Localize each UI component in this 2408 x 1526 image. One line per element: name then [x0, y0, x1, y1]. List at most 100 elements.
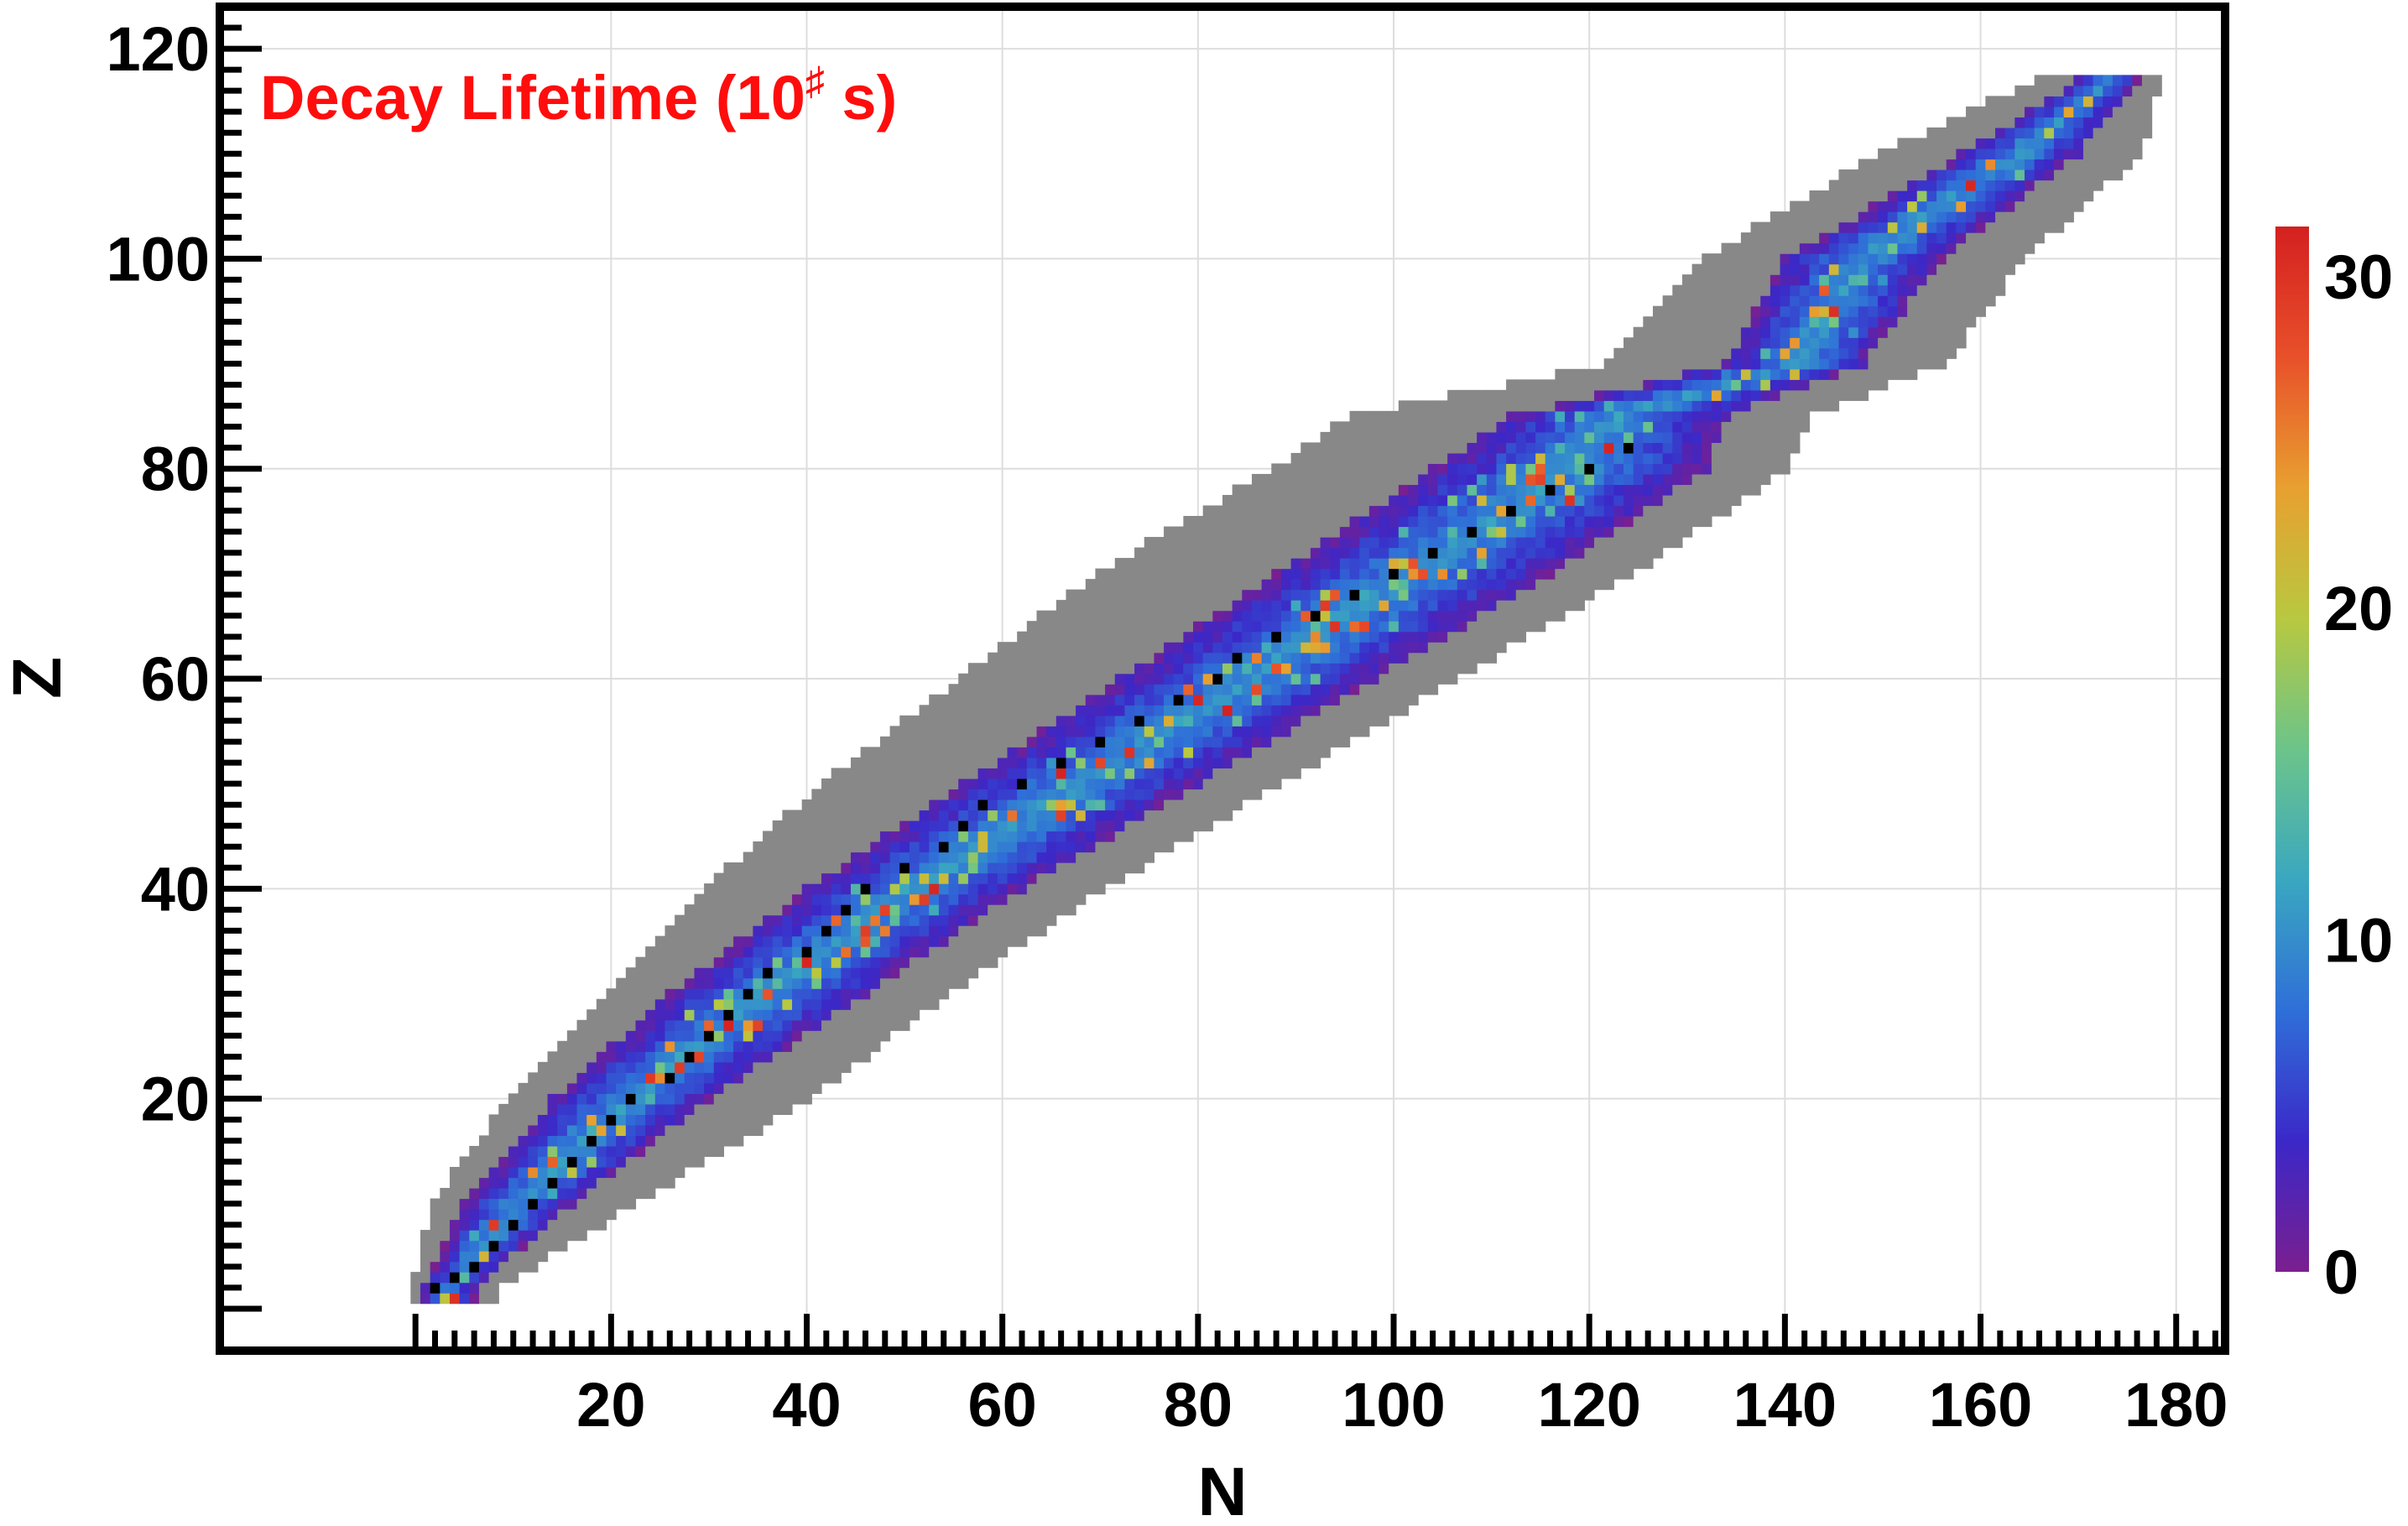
theory-nuclide-cell [420, 1272, 431, 1284]
known-nuclide-cell [1232, 715, 1243, 727]
known-nuclide-cell [1624, 431, 1634, 443]
known-nuclide-cell [1956, 211, 1967, 223]
known-nuclide-cell [675, 1114, 685, 1126]
theory-nuclide-cell [1691, 316, 1702, 328]
theory-nuclide-cell [1457, 652, 1468, 664]
known-nuclide-cell [694, 967, 705, 979]
theory-nuclide-cell [665, 1156, 675, 1168]
theory-nuclide-cell [1809, 400, 1820, 412]
known-nuclide-cell [1290, 579, 1301, 591]
known-nuclide-cell [1809, 295, 1820, 307]
known-nuclide-cell [1897, 211, 1908, 223]
theory-nuclide-cell [2093, 169, 2103, 181]
known-nuclide-cell [743, 1030, 753, 1042]
known-nuclide-cell [743, 946, 753, 958]
known-nuclide-cell [782, 935, 793, 947]
theory-nuclide-cell [665, 1166, 675, 1179]
known-nuclide-cell [1339, 589, 1351, 601]
known-nuclide-cell [1477, 526, 1488, 538]
theory-nuclide-cell [1134, 841, 1145, 853]
theory-nuclide-cell [1878, 337, 1889, 349]
theory-nuclide-cell [1887, 326, 1899, 338]
known-nuclide-cell [713, 1082, 725, 1094]
known-nuclide-cell [1535, 516, 1546, 528]
known-nuclide-cell [1339, 642, 1351, 654]
known-nuclide-cell [606, 1124, 617, 1137]
known-nuclide-cell [1457, 484, 1468, 496]
known-nuclide-cell [654, 1040, 666, 1052]
known-nuclide-cell [1702, 421, 1712, 433]
known-nuclide-cell [1858, 242, 1869, 254]
known-nuclide-cell [469, 1198, 480, 1210]
known-nuclide-cell [1506, 442, 1517, 454]
known-nuclide-cell [1154, 778, 1165, 790]
known-nuclide-cell [1711, 379, 1723, 391]
theory-nuclide-cell [557, 1230, 568, 1242]
known-nuclide-cell [2025, 106, 2035, 118]
known-nuclide-cell [625, 1061, 637, 1073]
known-nuclide-cell [1349, 516, 1360, 528]
known-nuclide-cell [1995, 159, 2006, 170]
theory-nuclide-cell [1790, 221, 1801, 233]
theory-nuclide-cell [1672, 494, 1683, 507]
theory-nuclide-cell [1349, 431, 1360, 443]
theory-nuclide-cell [1359, 473, 1370, 486]
theory-nuclide-cell [478, 1282, 490, 1294]
known-nuclide-cell [1280, 652, 1292, 664]
theory-nuclide-cell [1036, 684, 1047, 695]
known-nuclide-cell [1418, 473, 1429, 486]
theory-nuclide-cell [1819, 201, 1830, 212]
known-nuclide-cell [1477, 452, 1488, 465]
known-nuclide-cell [1437, 494, 1448, 507]
known-nuclide-cell [2063, 106, 2074, 118]
known-nuclide-cell [831, 956, 842, 968]
theory-nuclide-cell [1164, 579, 1175, 591]
theory-nuclide-cell [1271, 547, 1282, 559]
known-nuclide-cell [1506, 516, 1517, 528]
theory-nuclide-cell [459, 1156, 470, 1168]
known-nuclide-cell [488, 1261, 499, 1273]
theory-nuclide-cell [1427, 663, 1439, 674]
theory-nuclide-cell [1457, 631, 1468, 643]
known-nuclide-cell [675, 1072, 685, 1084]
known-nuclide-cell [1320, 631, 1331, 643]
theory-nuclide-cell [1379, 410, 1389, 422]
known-nuclide-cell [929, 872, 940, 884]
theory-nuclide-cell [1271, 778, 1282, 790]
known-nuclide-cell [1574, 505, 1585, 517]
theory-nuclide-cell [1007, 904, 1018, 916]
theory-nuclide-cell [821, 831, 832, 842]
theory-nuclide-cell [537, 1093, 549, 1105]
known-nuclide-cell [498, 1156, 509, 1168]
theory-nuclide-cell [1916, 159, 1928, 170]
known-nuclide-cell [1134, 747, 1145, 758]
known-nuclide-cell [1486, 537, 1498, 549]
known-nuclide-cell [1339, 663, 1351, 674]
theory-nuclide-cell [1731, 242, 1742, 254]
theory-nuclide-cell [1339, 516, 1351, 528]
theory-nuclide-cell [1711, 274, 1723, 286]
known-nuclide-cell [1565, 421, 1576, 433]
theory-nuclide-cell [1681, 516, 1693, 528]
theory-nuclide-cell [1339, 442, 1351, 454]
stable-nuclide-cell [1055, 757, 1067, 768]
theory-nuclide-cell [1535, 379, 1546, 391]
known-nuclide-cell [1878, 295, 1889, 307]
known-nuclide-cell [1457, 516, 1468, 528]
known-nuclide-cell [635, 1145, 646, 1158]
known-nuclide-cell [625, 1135, 637, 1147]
theory-nuclide-cell [1750, 463, 1761, 475]
known-nuclide-cell [596, 1082, 607, 1094]
theory-nuclide-cell [1017, 673, 1028, 685]
known-nuclide-cell [1916, 274, 1928, 286]
theory-nuclide-cell [1907, 368, 1918, 380]
known-nuclide-cell [1809, 253, 1820, 265]
theory-nuclide-cell [1545, 379, 1556, 391]
theory-nuclide-cell [1164, 610, 1175, 622]
known-nuclide-cell [694, 1030, 705, 1042]
known-nuclide-cell [1124, 768, 1135, 779]
theory-nuclide-cell [1398, 431, 1410, 443]
known-nuclide-cell [988, 820, 998, 832]
theory-nuclide-cell [1662, 305, 1673, 317]
known-nuclide-cell [1702, 463, 1712, 475]
